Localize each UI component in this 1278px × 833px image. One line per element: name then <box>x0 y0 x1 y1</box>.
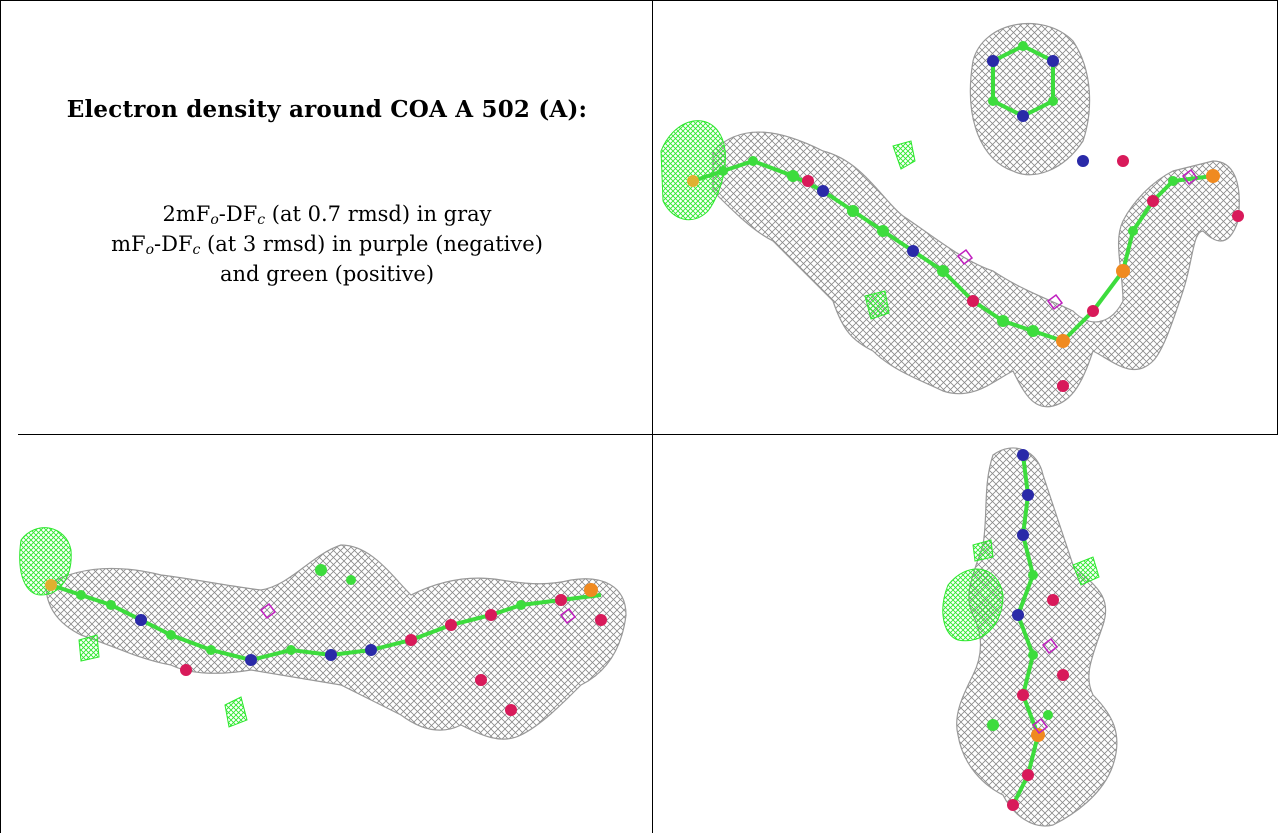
atoms <box>987 449 1069 811</box>
table-center-border <box>652 0 653 833</box>
positive-density-blob <box>660 120 726 221</box>
density-image-2 <box>19 527 627 740</box>
legend-2mfo-suffix: (at 0.7 rmsd) in gray <box>265 202 492 226</box>
atoms <box>45 564 607 716</box>
negative-density <box>1031 637 1059 735</box>
positive-density-blob <box>19 527 72 596</box>
negative-density <box>956 168 1199 311</box>
legend-2mfo-mid: -DF <box>218 202 258 226</box>
legend-mfo-mid: -DF <box>154 232 193 256</box>
ligand-bonds <box>1011 454 1041 806</box>
legend-mfo-suffix: (at 3 rmsd) in purple (negative) <box>200 232 543 256</box>
positive-density-blob <box>892 140 916 170</box>
caption-title: Electron density around COA A 502 (A): <box>66 96 588 123</box>
positive-density-blob <box>78 634 100 662</box>
ligand-bonds <box>50 583 602 663</box>
gray-density-mesh <box>712 131 1240 408</box>
table-middle-border <box>18 434 1278 435</box>
atoms <box>687 41 1244 392</box>
density-image-3 <box>942 447 1118 827</box>
caption-cell: Electron density around COA A 502 (A): 2… <box>1 1 652 434</box>
legend-line-2mfo: 2mFo-DFc (at 0.7 rmsd) in gray <box>1 199 652 229</box>
density-view-bottom-left <box>1 435 652 833</box>
density-image-1 <box>660 22 1244 408</box>
legend-mfo-prefix: mF <box>111 232 146 256</box>
table-left-border <box>0 0 1 833</box>
legend-line-mfo: mFo-DFc (at 3 rmsd) in purple (negative) <box>1 229 652 259</box>
table-top-border <box>0 0 1278 1</box>
legend-2mfo-sub-c: c <box>257 212 266 228</box>
negative-density <box>259 602 577 625</box>
legend-line-3: and green (positive) <box>219 262 435 286</box>
positive-density-blob <box>224 696 248 728</box>
legend-2mfo-sub-o: o <box>210 212 219 228</box>
positive-density-blob <box>972 539 994 562</box>
density-view-bottom-right <box>653 435 1278 833</box>
gray-density-mesh <box>45 544 627 740</box>
positive-density-blob <box>942 568 1004 642</box>
legend-mfo-sub-o: o <box>145 242 155 258</box>
legend-2mfo-prefix: 2mF <box>162 202 211 226</box>
caption-legend: 2mFo-DFc (at 0.7 rmsd) in gray mFo-DFc (… <box>1 199 652 289</box>
positive-density-blob <box>864 290 890 320</box>
positive-density-blob <box>1072 556 1100 586</box>
legend-mfo-sub-c: c <box>192 242 201 258</box>
density-view-top-right <box>653 1 1277 434</box>
gray-density-ring <box>969 22 1091 176</box>
